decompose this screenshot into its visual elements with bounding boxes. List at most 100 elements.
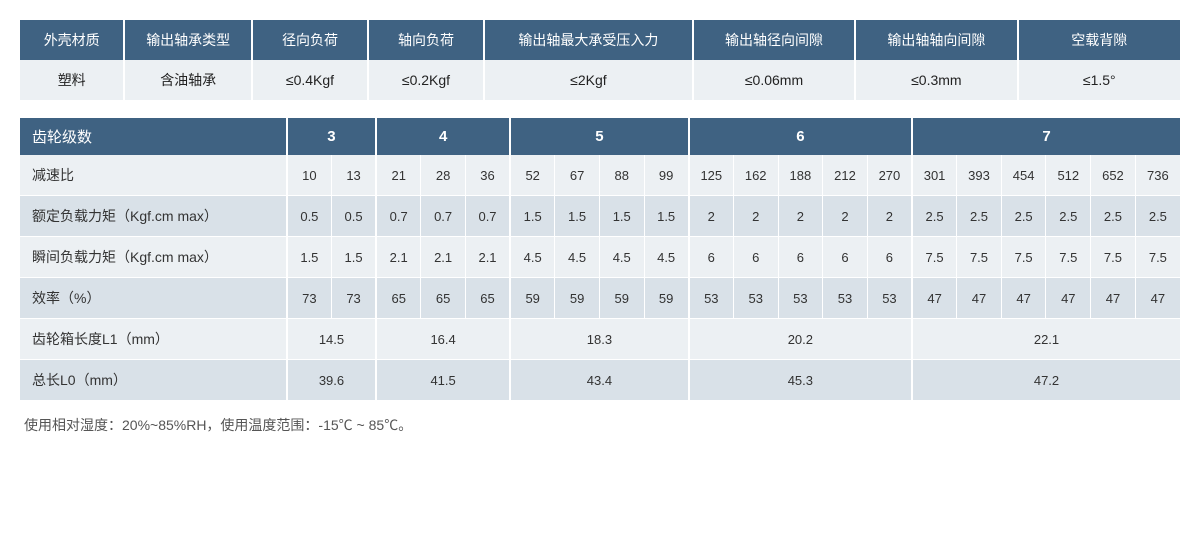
- gear-stage-cell: 73: [287, 278, 332, 319]
- gear-stage-cell: 2.5: [1001, 196, 1046, 237]
- gear-stages-table: 齿轮级数34567 减速比101321283652678899125162188…: [20, 118, 1180, 401]
- gear-stage-group-header: 4: [376, 118, 510, 155]
- gear-stage-cell: 6: [778, 237, 823, 278]
- gear-stage-row-label: 减速比: [20, 155, 287, 196]
- gear-stage-cell: 7.5: [1001, 237, 1046, 278]
- gear-stage-cell: 47.2: [912, 360, 1180, 401]
- gear-stage-cell: 2.5: [912, 196, 957, 237]
- gear-stage-cell: 1.5: [331, 237, 376, 278]
- gear-stage-cell: 36: [465, 155, 510, 196]
- spec-col-header: 输出轴轴向间隙: [855, 20, 1017, 60]
- gear-stage-cell: 43.4: [510, 360, 689, 401]
- gear-stage-cell: 4.5: [599, 237, 644, 278]
- gear-stage-cell: 67: [555, 155, 600, 196]
- gear-stage-cell: 88: [599, 155, 644, 196]
- gear-stage-row: 齿轮箱长度L1（mm）14.516.418.320.222.1: [20, 319, 1180, 360]
- gear-stage-cell: 6: [823, 237, 868, 278]
- gear-stage-cell: 21: [376, 155, 421, 196]
- gear-stage-cell: 47: [1135, 278, 1180, 319]
- gear-stage-cell: 393: [957, 155, 1002, 196]
- gear-stage-cell: 53: [733, 278, 778, 319]
- gear-stage-cell: 6: [733, 237, 778, 278]
- gear-stage-group-header: 6: [689, 118, 912, 155]
- gear-stage-cell: 7.5: [1135, 237, 1180, 278]
- gear-stage-row: 瞬间负载力矩（Kgf.cm max）1.51.52.12.12.14.54.54…: [20, 237, 1180, 278]
- gear-stage-cell: 53: [778, 278, 823, 319]
- spec-col-value: ≤0.2Kgf: [368, 60, 484, 100]
- gear-stage-row: 效率（%）73736565655959595953535353534747474…: [20, 278, 1180, 319]
- gear-stage-cell: 2: [823, 196, 868, 237]
- gear-stage-cell: 2: [867, 196, 912, 237]
- gear-stage-cell: 2.5: [1135, 196, 1180, 237]
- gear-stage-cell: 52: [510, 155, 555, 196]
- gear-stage-cell: 7.5: [1046, 237, 1091, 278]
- gear-stage-cell: 18.3: [510, 319, 689, 360]
- usage-footnote: 使用相对湿度：20%~85%RH，使用温度范围：-15℃ ~ 85℃。: [20, 415, 1180, 435]
- gear-stage-cell: 47: [912, 278, 957, 319]
- spec-summary-table: 外壳材质输出轴承类型径向负荷轴向负荷输出轴最大承受压入力输出轴径向间隙输出轴轴向…: [20, 20, 1180, 100]
- spec-col-value: 含油轴承: [124, 60, 252, 100]
- gear-stage-row-label: 瞬间负载力矩（Kgf.cm max）: [20, 237, 287, 278]
- gear-stage-cell: 41.5: [376, 360, 510, 401]
- gear-stage-cell: 162: [733, 155, 778, 196]
- gear-stage-row-label: 效率（%）: [20, 278, 287, 319]
- gear-stage-cell: 7.5: [912, 237, 957, 278]
- gear-stage-cell: 2.1: [376, 237, 421, 278]
- gear-stage-cell: 65: [421, 278, 466, 319]
- gear-stage-cell: 2.5: [1091, 196, 1136, 237]
- gear-stage-cell: 16.4: [376, 319, 510, 360]
- spec-col-header: 输出轴径向间隙: [693, 20, 855, 60]
- gear-stage-cell: 28: [421, 155, 466, 196]
- gear-stage-cell: 65: [376, 278, 421, 319]
- gear-stage-cell: 0.5: [287, 196, 332, 237]
- gear-stage-row: 总长L0（mm）39.641.543.445.347.2: [20, 360, 1180, 401]
- gear-stage-cell: 512: [1046, 155, 1091, 196]
- gear-stage-cell: 20.2: [689, 319, 912, 360]
- spec-col-header: 外壳材质: [20, 20, 124, 60]
- gear-stage-cell: 1.5: [644, 196, 689, 237]
- gear-stage-cell: 0.7: [376, 196, 421, 237]
- gear-stage-cell: 301: [912, 155, 957, 196]
- gear-stage-cell: 4.5: [644, 237, 689, 278]
- gear-stage-cell: 47: [957, 278, 1002, 319]
- gear-stage-cell: 59: [599, 278, 644, 319]
- gear-stage-cell: 7.5: [957, 237, 1002, 278]
- spec-col-value: ≤0.3mm: [855, 60, 1017, 100]
- gear-stage-cell: 0.5: [331, 196, 376, 237]
- gear-stage-cell: 0.7: [465, 196, 510, 237]
- gear-stage-cell: 73: [331, 278, 376, 319]
- gear-stage-cell: 454: [1001, 155, 1046, 196]
- spec-col-header: 径向负荷: [252, 20, 368, 60]
- spec-col-value: ≤0.4Kgf: [252, 60, 368, 100]
- spec-col-header: 输出轴最大承受压入力: [484, 20, 693, 60]
- gear-stage-cell: 270: [867, 155, 912, 196]
- gear-stage-cell: 59: [555, 278, 600, 319]
- gear-stage-cell: 53: [689, 278, 734, 319]
- spec-col-header: 输出轴承类型: [124, 20, 252, 60]
- gear-stage-group-header: 5: [510, 118, 689, 155]
- gear-stage-cell: 212: [823, 155, 868, 196]
- spec-col-value: ≤2Kgf: [484, 60, 693, 100]
- gear-stage-row-label: 齿轮箱长度L1（mm）: [20, 319, 287, 360]
- gear-stages-header-row: 齿轮级数34567: [20, 118, 1180, 155]
- gear-stage-cell: 59: [510, 278, 555, 319]
- gear-stage-cell: 53: [867, 278, 912, 319]
- gear-stage-cell: 53: [823, 278, 868, 319]
- gear-stage-cell: 1.5: [510, 196, 555, 237]
- gear-stage-cell: 47: [1046, 278, 1091, 319]
- gear-stage-cell: 47: [1091, 278, 1136, 319]
- gear-stage-cell: 188: [778, 155, 823, 196]
- gear-stage-cell: 2: [689, 196, 734, 237]
- gear-stage-cell: 65: [465, 278, 510, 319]
- spec-col-value: ≤1.5°: [1018, 60, 1180, 100]
- spec-col-value: 塑料: [20, 60, 124, 100]
- gear-stage-cell: 6: [867, 237, 912, 278]
- gear-stage-cell: 652: [1091, 155, 1136, 196]
- gear-stage-cell: 2.1: [421, 237, 466, 278]
- gear-stage-cell: 13: [331, 155, 376, 196]
- gear-stage-cell: 4.5: [510, 237, 555, 278]
- gear-stage-cell: 736: [1135, 155, 1180, 196]
- spec-summary-header-row: 外壳材质输出轴承类型径向负荷轴向负荷输出轴最大承受压入力输出轴径向间隙输出轴轴向…: [20, 20, 1180, 60]
- gear-stage-cell: 0.7: [421, 196, 466, 237]
- gear-stage-cell: 45.3: [689, 360, 912, 401]
